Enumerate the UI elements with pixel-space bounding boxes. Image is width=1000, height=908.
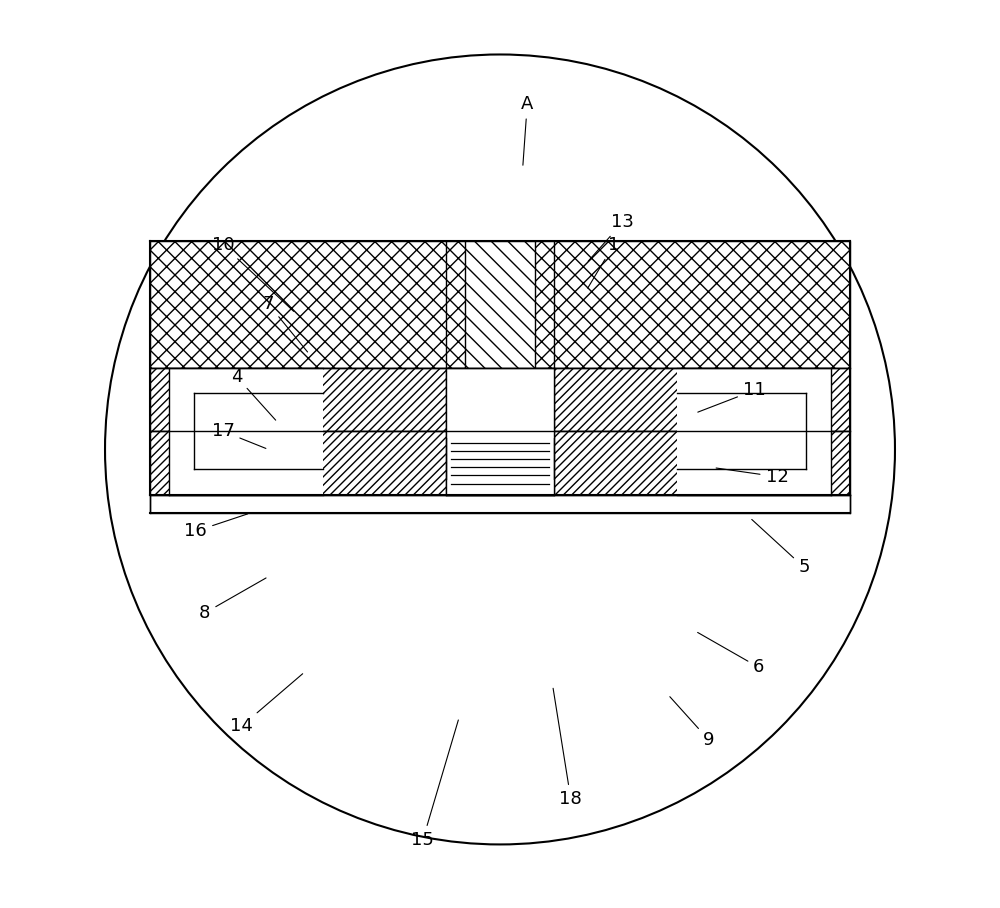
Text: 11: 11 <box>698 381 766 412</box>
Text: 18: 18 <box>553 688 582 808</box>
Bar <box>169 469 323 495</box>
Text: 17: 17 <box>212 422 266 449</box>
Text: 6: 6 <box>698 633 764 676</box>
Text: 15: 15 <box>411 720 458 849</box>
Bar <box>150 368 850 431</box>
Bar <box>806 368 831 495</box>
Text: A: A <box>521 95 533 165</box>
Bar <box>677 469 831 495</box>
Bar <box>677 393 806 469</box>
Text: 1: 1 <box>588 236 619 288</box>
Bar <box>150 431 850 495</box>
Bar <box>194 393 323 469</box>
Bar <box>150 495 850 513</box>
Text: 13: 13 <box>588 213 634 262</box>
Bar <box>677 368 831 393</box>
Text: 10: 10 <box>212 236 294 311</box>
Bar <box>465 241 535 368</box>
Bar <box>446 368 554 495</box>
Text: 8: 8 <box>199 578 266 622</box>
Bar <box>169 368 194 495</box>
Bar <box>150 241 850 368</box>
Text: 14: 14 <box>230 674 303 735</box>
Text: 12: 12 <box>716 468 788 486</box>
Bar <box>169 368 323 393</box>
Text: 16: 16 <box>184 514 248 540</box>
Bar <box>446 368 554 438</box>
Bar <box>446 479 554 495</box>
Text: 7: 7 <box>263 295 308 352</box>
Text: 9: 9 <box>670 696 715 749</box>
Text: 5: 5 <box>752 519 810 577</box>
Bar <box>446 241 554 368</box>
Text: 4: 4 <box>231 368 276 420</box>
